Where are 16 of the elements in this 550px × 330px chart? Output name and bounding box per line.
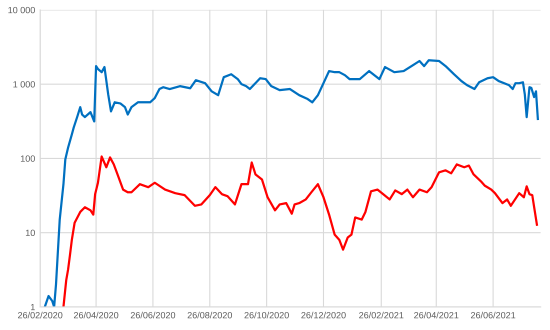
- x-tick-label: 26/02/2021: [359, 312, 404, 318]
- x-tick-label: 26/08/2020: [188, 312, 232, 318]
- x-tick-label: 26/02/2020: [18, 312, 62, 318]
- y-tick-label: 100: [20, 155, 35, 162]
- x-tick-label: 26/10/2020: [244, 312, 289, 318]
- x-tick-label: 26/04/2021: [414, 312, 458, 318]
- line-series: [62, 155, 538, 307]
- y-tick-label: 10 000: [8, 6, 35, 14]
- x-tick-label: 26/04/2020: [74, 312, 118, 318]
- y-tick-label: 10: [26, 230, 35, 236]
- y-tick-label: 1: [30, 304, 35, 310]
- x-tick-label: 26/12/2020: [301, 312, 346, 318]
- y-tick-label: 1 000: [13, 81, 35, 88]
- x-tick-label: 26/06/2020: [130, 312, 176, 318]
- x-tick-label: 26/06/2021: [470, 312, 516, 318]
- line-series: [44, 59, 539, 307]
